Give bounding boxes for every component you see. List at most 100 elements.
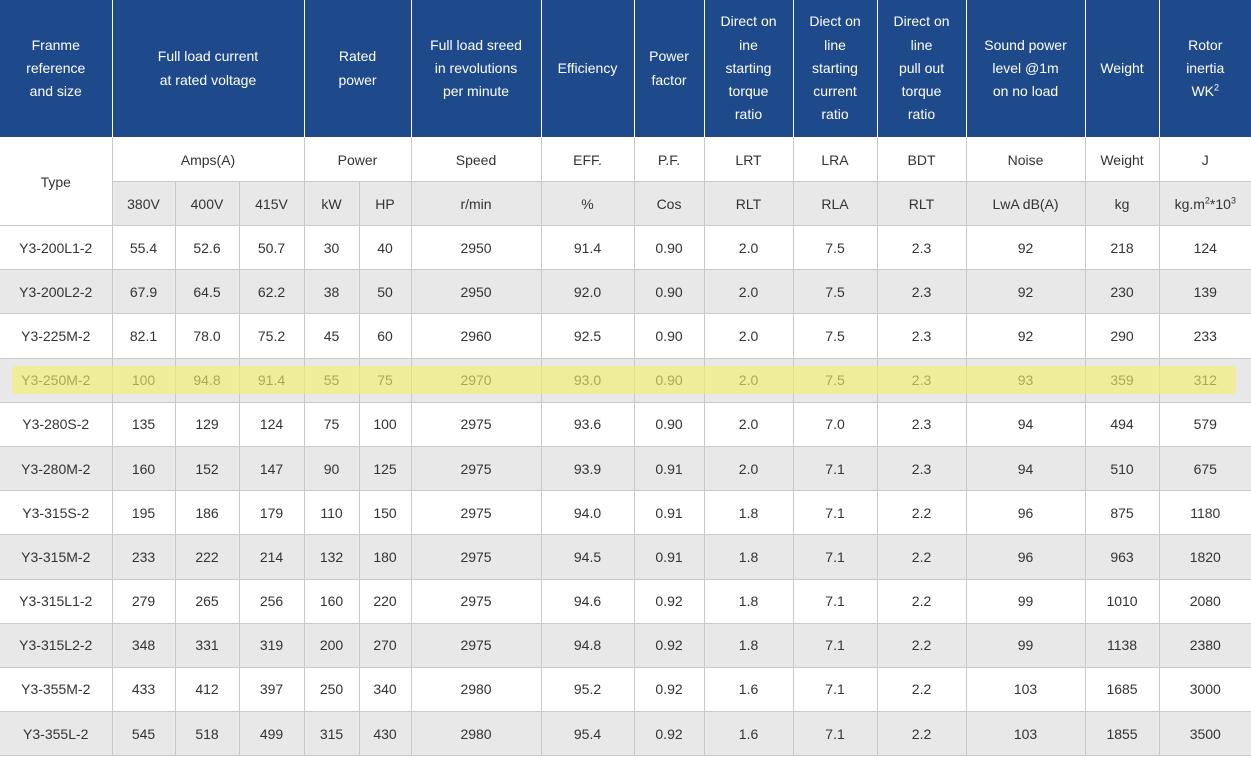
cell-power-kw: 90 bbox=[303, 445, 360, 492]
cell-noise: 96 bbox=[965, 490, 1086, 536]
cell-type: Y3-315L1-2 bbox=[0, 578, 113, 624]
cell-power-hp: 220 bbox=[358, 578, 412, 624]
cell-speed: 2970 bbox=[410, 357, 542, 403]
cell-inertia: 1180 bbox=[1158, 490, 1251, 536]
cell-weight: 510 bbox=[1084, 445, 1160, 492]
cell-power-hp: 50 bbox=[358, 269, 412, 315]
cell-noise: 92 bbox=[965, 313, 1086, 359]
cell-amps-415v: 50.7 bbox=[238, 224, 305, 271]
lrt-label: LRT bbox=[703, 137, 794, 182]
cell-amps-415v: 319 bbox=[238, 622, 305, 668]
cell-type: Y3-200L2-2 bbox=[0, 269, 113, 315]
cell-noise: 93 bbox=[965, 357, 1086, 403]
cell-weight: 359 bbox=[1084, 357, 1160, 403]
cell-weight: 875 bbox=[1084, 490, 1160, 536]
cell-power-kw: 75 bbox=[303, 401, 360, 447]
cell-amps-380v: 279 bbox=[111, 578, 176, 624]
cell-type: Y3-200L1-2 bbox=[0, 224, 113, 271]
cell-power-kw: 55 bbox=[303, 357, 360, 403]
cell-noise: 103 bbox=[965, 666, 1086, 713]
cell-power-kw: 160 bbox=[303, 578, 360, 624]
cell-lra: 7.5 bbox=[792, 313, 878, 359]
cell-power-hp: 150 bbox=[358, 490, 412, 536]
cell-noise: 92 bbox=[965, 269, 1086, 315]
cell-amps-380v: 433 bbox=[111, 666, 176, 713]
cell-speed: 2975 bbox=[410, 401, 542, 447]
cell-noise: 103 bbox=[965, 711, 1086, 757]
cell-bdt: 2.3 bbox=[876, 357, 967, 403]
cell-speed: 2975 bbox=[410, 578, 542, 624]
cell-power-hp: 270 bbox=[358, 622, 412, 668]
cell-amps-380v: 233 bbox=[111, 534, 176, 580]
cell-efficiency: 95.4 bbox=[540, 711, 635, 757]
cell-inertia: 1820 bbox=[1158, 534, 1251, 580]
cell-amps-415v: 397 bbox=[238, 666, 305, 713]
cell-amps-415v: 179 bbox=[238, 490, 305, 536]
cell-lrt: 2.0 bbox=[703, 224, 794, 271]
cell-power-factor: 0.91 bbox=[633, 534, 705, 580]
cell-efficiency: 94.0 bbox=[540, 490, 635, 536]
unit-inertia: kg.m2*103 bbox=[1158, 181, 1251, 226]
cell-inertia: 579 bbox=[1158, 401, 1251, 447]
cell-amps-380v: 348 bbox=[111, 622, 176, 668]
amps-label: Amps(A) bbox=[111, 137, 305, 182]
cell-lra: 7.1 bbox=[792, 622, 878, 668]
cell-inertia: 3000 bbox=[1158, 666, 1251, 713]
cell-amps-400v: 78.0 bbox=[174, 313, 240, 359]
cell-lrt: 1.6 bbox=[703, 711, 794, 757]
cell-amps-380v: 135 bbox=[111, 401, 176, 447]
cell-power-kw: 45 bbox=[303, 313, 360, 359]
cell-lra: 7.5 bbox=[792, 269, 878, 315]
cell-power-hp: 340 bbox=[358, 666, 412, 713]
cell-lra: 7.1 bbox=[792, 666, 878, 713]
unit-rla: RLA bbox=[792, 181, 878, 226]
cell-type: Y3-355M-2 bbox=[0, 666, 113, 713]
cell-amps-415v: 91.4 bbox=[238, 357, 305, 403]
cell-inertia: 312 bbox=[1158, 357, 1251, 403]
cell-amps-400v: 186 bbox=[174, 490, 240, 536]
power-label: Power bbox=[303, 137, 412, 182]
unit-380v: 380V bbox=[112, 181, 176, 226]
table-row: Y3-315L2-2 348 331 319 200 270 2975 94.8 0.92 1.8… bbox=[0, 622, 1251, 668]
cell-lra: 7.0 bbox=[792, 401, 878, 447]
unit-cos: Cos bbox=[633, 181, 705, 226]
cell-power-hp: 100 bbox=[358, 401, 412, 447]
cell-lrt: 2.0 bbox=[703, 445, 794, 492]
header-row: Franme reference and size Full load curren… bbox=[0, 0, 1251, 138]
unit-rlt-lrt: RLT bbox=[703, 181, 794, 226]
unit-400v: 400V bbox=[174, 181, 240, 226]
cell-inertia: 124 bbox=[1158, 224, 1251, 271]
cell-lra: 7.5 bbox=[792, 357, 878, 403]
cell-amps-400v: 64.5 bbox=[174, 269, 240, 315]
cell-bdt: 2.2 bbox=[876, 490, 967, 536]
cell-efficiency: 93.9 bbox=[540, 445, 635, 492]
lra-label: LRA bbox=[792, 137, 878, 182]
cell-power-kw: 30 bbox=[303, 224, 360, 271]
cell-speed: 2975 bbox=[410, 534, 542, 580]
cell-power-hp: 180 bbox=[358, 534, 412, 580]
cell-noise: 94 bbox=[965, 401, 1086, 447]
cell-lra: 7.1 bbox=[792, 445, 878, 492]
cell-inertia: 2080 bbox=[1158, 578, 1251, 624]
cell-amps-400v: 52.6 bbox=[174, 224, 240, 271]
speed-label: Speed bbox=[410, 137, 542, 182]
cell-amps-415v: 256 bbox=[238, 578, 305, 624]
cell-efficiency: 93.6 bbox=[540, 401, 635, 447]
table-row: Y3-200L1-2 55.4 52.6 50.7 30 40 2950 91.4 0.90 2.… bbox=[0, 224, 1251, 271]
cell-amps-400v: 331 bbox=[174, 622, 240, 668]
cell-amps-415v: 214 bbox=[238, 534, 305, 580]
cell-amps-400v: 265 bbox=[174, 578, 240, 624]
cell-bdt: 2.2 bbox=[876, 534, 967, 580]
table-row: Y3-225M-2 82.1 78.0 75.2 45 60 2960 92.5 0.90 2.0… bbox=[0, 313, 1251, 359]
cell-power-hp: 430 bbox=[358, 711, 412, 757]
cell-speed: 2975 bbox=[410, 445, 542, 492]
cell-power-kw: 200 bbox=[303, 622, 360, 668]
cell-amps-400v: 518 bbox=[174, 711, 240, 757]
cell-power-kw: 132 bbox=[303, 534, 360, 580]
cell-efficiency: 94.5 bbox=[540, 534, 635, 580]
header-bdt: Direct on line pull out torque ratio bbox=[876, 0, 967, 138]
cell-power-kw: 38 bbox=[303, 269, 360, 315]
cell-weight: 963 bbox=[1084, 534, 1160, 580]
header-lra: Diect on line starting current ratio bbox=[792, 0, 878, 138]
bdt-label: BDT bbox=[876, 137, 967, 182]
